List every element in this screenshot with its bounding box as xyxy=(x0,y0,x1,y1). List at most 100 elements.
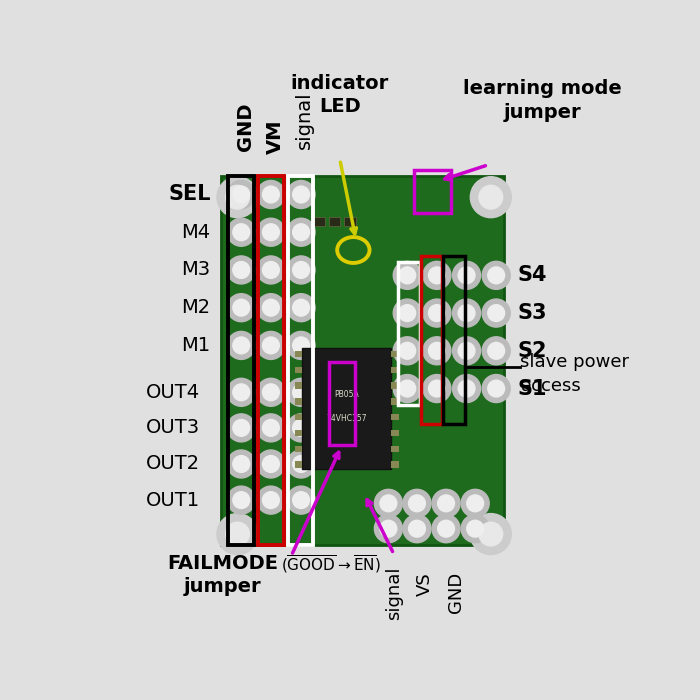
Circle shape xyxy=(488,380,505,397)
Circle shape xyxy=(488,267,505,284)
Circle shape xyxy=(233,384,250,400)
Circle shape xyxy=(217,514,258,554)
Text: S2: S2 xyxy=(518,341,547,360)
Circle shape xyxy=(423,261,451,289)
Bar xyxy=(391,461,398,468)
Circle shape xyxy=(287,378,315,406)
Circle shape xyxy=(432,489,460,517)
Text: GND: GND xyxy=(447,572,465,613)
Circle shape xyxy=(287,218,315,246)
Text: S3: S3 xyxy=(518,303,547,323)
Circle shape xyxy=(228,181,256,209)
Circle shape xyxy=(233,491,250,508)
Circle shape xyxy=(452,299,481,327)
Circle shape xyxy=(467,495,484,512)
Circle shape xyxy=(225,522,249,546)
Bar xyxy=(314,217,326,226)
Circle shape xyxy=(293,186,309,203)
Text: jumper: jumper xyxy=(184,577,262,596)
Circle shape xyxy=(257,218,285,246)
Circle shape xyxy=(403,489,431,517)
Circle shape xyxy=(233,456,250,472)
Circle shape xyxy=(257,256,285,284)
Circle shape xyxy=(228,294,256,322)
Bar xyxy=(391,351,398,357)
Text: VS: VS xyxy=(416,572,433,596)
Circle shape xyxy=(228,331,256,359)
Text: S4: S4 xyxy=(518,265,547,286)
Circle shape xyxy=(262,337,279,354)
Bar xyxy=(344,217,356,226)
Circle shape xyxy=(488,342,505,359)
Bar xyxy=(295,398,302,405)
Circle shape xyxy=(432,514,460,542)
Circle shape xyxy=(393,261,421,289)
Circle shape xyxy=(228,378,256,406)
Circle shape xyxy=(458,342,475,359)
Circle shape xyxy=(225,186,249,209)
Circle shape xyxy=(482,374,510,402)
Text: ($\overline{\mathrm{GOOD}}$$\rightarrow$$\overline{\mathrm{EN}}$): ($\overline{\mathrm{GOOD}}$$\rightarrow$… xyxy=(281,553,381,575)
Circle shape xyxy=(228,256,256,284)
Circle shape xyxy=(479,522,503,546)
Circle shape xyxy=(233,262,250,279)
Circle shape xyxy=(458,380,475,397)
Circle shape xyxy=(380,520,397,537)
Bar xyxy=(295,414,302,421)
Circle shape xyxy=(233,224,250,241)
Circle shape xyxy=(461,489,489,517)
Circle shape xyxy=(262,419,279,436)
Circle shape xyxy=(428,342,445,359)
Circle shape xyxy=(470,514,511,554)
Circle shape xyxy=(458,267,475,284)
Circle shape xyxy=(287,486,315,514)
Circle shape xyxy=(399,267,416,284)
Bar xyxy=(391,430,398,436)
Circle shape xyxy=(423,337,451,365)
Circle shape xyxy=(482,299,510,327)
Circle shape xyxy=(399,304,416,321)
Circle shape xyxy=(403,514,431,542)
Text: M4: M4 xyxy=(181,223,211,241)
Circle shape xyxy=(262,491,279,508)
Text: indicator
LED: indicator LED xyxy=(290,74,389,116)
Circle shape xyxy=(293,300,309,316)
Circle shape xyxy=(374,489,402,517)
Circle shape xyxy=(257,378,285,406)
Circle shape xyxy=(262,300,279,316)
Text: PB05A: PB05A xyxy=(334,390,359,399)
Bar xyxy=(228,176,254,545)
Circle shape xyxy=(228,486,256,514)
Circle shape xyxy=(293,456,309,472)
Circle shape xyxy=(399,380,416,397)
Text: signal: signal xyxy=(295,91,314,148)
Circle shape xyxy=(428,267,445,284)
Circle shape xyxy=(233,419,250,436)
Circle shape xyxy=(428,380,445,397)
Circle shape xyxy=(287,256,315,284)
Circle shape xyxy=(428,304,445,321)
Bar xyxy=(414,170,451,214)
Circle shape xyxy=(262,456,279,472)
Circle shape xyxy=(374,514,402,542)
Text: S1: S1 xyxy=(518,379,547,398)
Bar xyxy=(391,367,398,373)
Circle shape xyxy=(467,520,484,537)
Circle shape xyxy=(287,294,315,322)
Circle shape xyxy=(262,186,279,203)
Bar xyxy=(398,262,420,405)
Circle shape xyxy=(393,374,421,402)
Circle shape xyxy=(470,176,511,218)
Bar xyxy=(295,461,302,468)
Circle shape xyxy=(233,300,250,316)
Circle shape xyxy=(257,331,285,359)
Circle shape xyxy=(287,331,315,359)
Text: slave power
access: slave power access xyxy=(521,354,629,395)
Bar xyxy=(221,176,504,545)
Circle shape xyxy=(452,337,481,365)
Circle shape xyxy=(257,414,285,442)
Text: M1: M1 xyxy=(181,336,211,355)
Circle shape xyxy=(287,181,315,209)
Circle shape xyxy=(479,186,503,209)
Text: FAILMODE: FAILMODE xyxy=(167,554,279,573)
